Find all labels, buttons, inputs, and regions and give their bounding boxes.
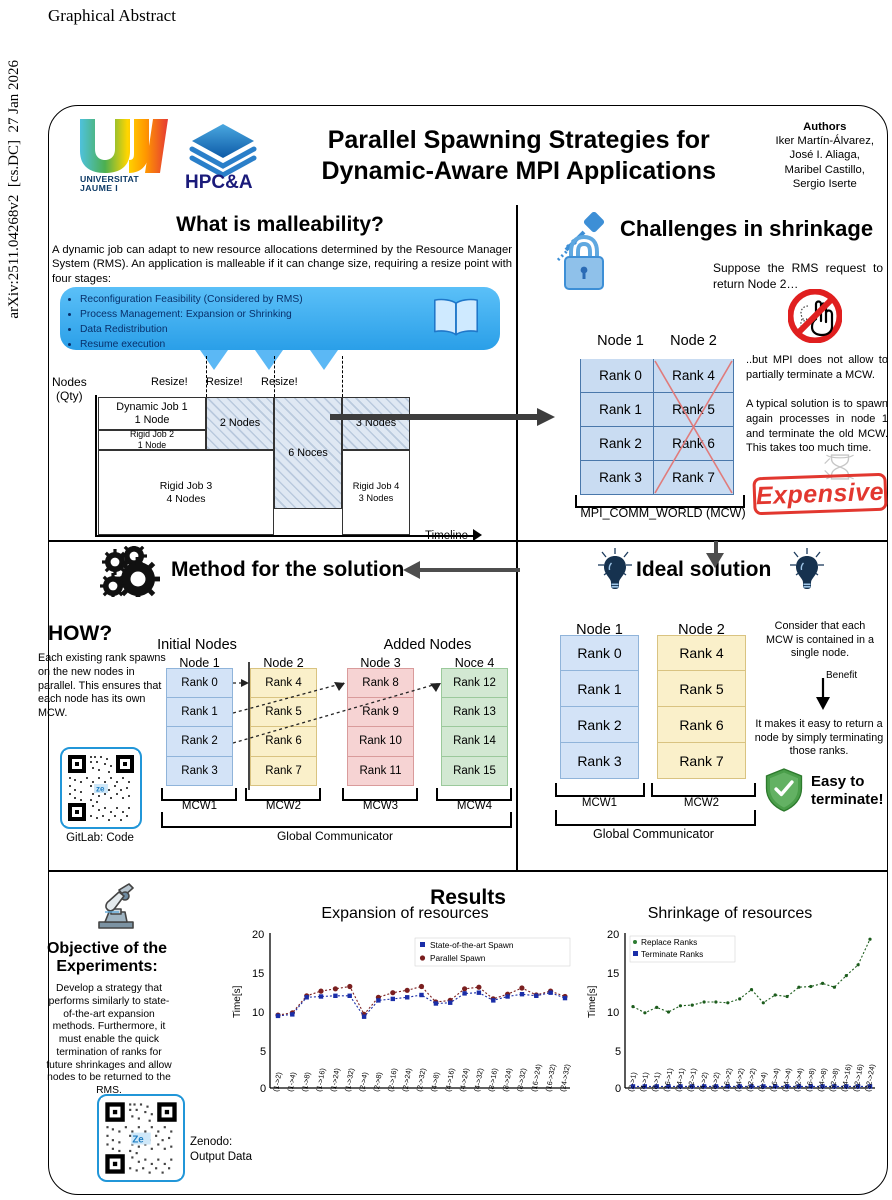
svg-text:Replace Ranks: Replace Ranks (641, 937, 697, 947)
svg-text:(1->2): (1->2) (271, 1071, 283, 1092)
svg-text:(1->8): (1->8) (300, 1071, 312, 1092)
svg-text:10: 10 (607, 1007, 619, 1019)
svg-text:20: 20 (252, 929, 264, 941)
svg-text:(2->4): (2->4) (357, 1071, 369, 1092)
svg-text:5: 5 (260, 1046, 266, 1058)
svg-text:Terminate Ranks: Terminate Ranks (641, 949, 703, 959)
svg-text:5: 5 (615, 1046, 621, 1058)
svg-text:10: 10 (252, 1007, 264, 1019)
svg-text:Ze: Ze (132, 1134, 144, 1145)
svg-text:Time[s]: Time[s] (587, 985, 598, 1018)
svg-text:(2->1): (2->1) (626, 1071, 638, 1092)
svg-text:(4->8): (4->8) (429, 1071, 441, 1092)
svg-text:0: 0 (615, 1083, 621, 1095)
svg-text:State-of-the-art Spawn: State-of-the-art Spawn (430, 940, 514, 950)
svg-text:(8->1): (8->1) (650, 1071, 662, 1092)
svg-text:(1->4): (1->4) (286, 1071, 298, 1092)
svg-text:(8->4): (8->4) (756, 1071, 768, 1092)
svg-text:JAUME I: JAUME I (80, 183, 118, 193)
svg-text:(4->1): (4->1) (638, 1071, 650, 1092)
svg-text:Parallel Spawn: Parallel Spawn (430, 953, 486, 963)
svg-text:HPC&A: HPC&A (185, 172, 253, 190)
svg-text:(2->8): (2->8) (372, 1071, 384, 1092)
svg-text:0: 0 (260, 1083, 266, 1095)
svg-text:15: 15 (607, 968, 619, 980)
svg-text:(4->2): (4->2) (697, 1071, 709, 1092)
svg-text:20: 20 (607, 929, 619, 941)
svg-text:15: 15 (252, 968, 264, 980)
svg-text:(8->2): (8->2) (709, 1071, 721, 1092)
svg-text:ze: ze (96, 785, 105, 794)
svg-text:Time[s]: Time[s] (232, 985, 243, 1018)
